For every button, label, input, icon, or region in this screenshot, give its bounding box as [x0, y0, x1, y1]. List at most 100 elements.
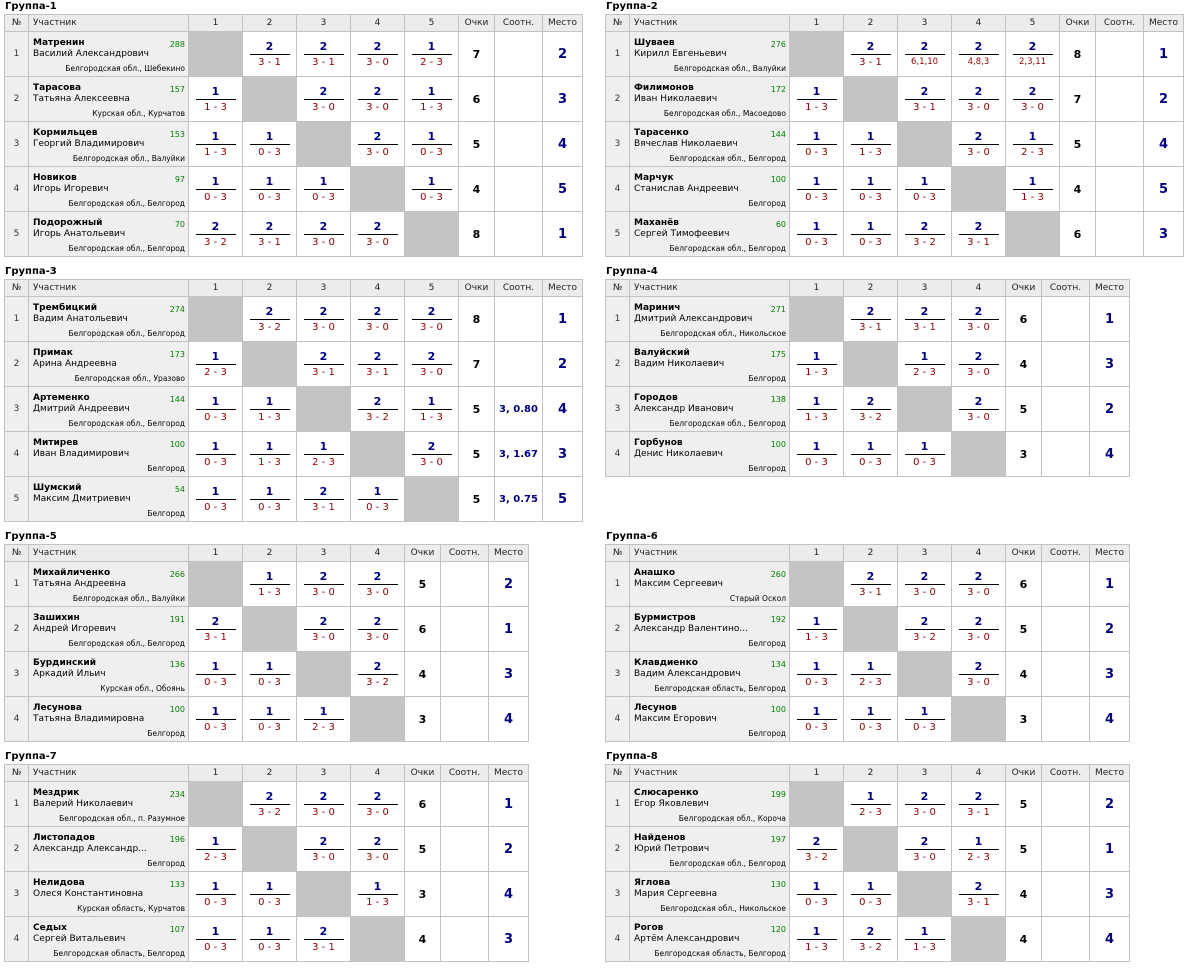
match-result-cell[interactable]: 1 0 - 3: [242, 121, 297, 167]
match-result-cell[interactable]: 1 2 - 3: [404, 31, 459, 77]
match-result-cell[interactable]: 2 3 - 0: [350, 606, 405, 652]
match-result-cell[interactable]: 2 3 - 1: [897, 76, 952, 122]
participant-cell[interactable]: Городов Александр Иванович 138 Белгородская…: [629, 386, 790, 432]
match-result-cell[interactable]: 2 3 - 0: [350, 561, 405, 607]
match-result-cell[interactable]: 1 0 - 3: [188, 431, 243, 477]
participant-cell[interactable]: Лесунов Максим Егорович 100 Белгород: [629, 696, 790, 742]
participant-cell[interactable]: Мездрик Валерий Николаевич 234 Белгородская…: [28, 781, 189, 827]
match-result-cell[interactable]: 1 0 - 3: [843, 211, 898, 257]
player-surname[interactable]: Бурдинский: [33, 657, 97, 668]
match-result-cell[interactable]: 1 1 - 3: [188, 121, 243, 167]
player-surname[interactable]: Филимонов: [634, 82, 694, 93]
participant-cell[interactable]: Шумский Максим Дмитриевич 54 Белгород: [28, 476, 189, 522]
match-result-cell[interactable]: 1 0 - 3: [789, 871, 844, 917]
match-result-cell[interactable]: 1 0 - 3: [897, 431, 952, 477]
match-result-cell[interactable]: 2 3 - 0: [350, 76, 405, 122]
player-surname[interactable]: Бурмистров: [634, 612, 696, 623]
match-result-cell[interactable]: 2 3 - 2: [843, 386, 898, 432]
player-surname[interactable]: Маринич: [634, 302, 681, 313]
player-surname[interactable]: Рогов: [634, 922, 664, 933]
participant-cell[interactable]: Примак Арина Андреевна 173 Белгородская обл…: [28, 341, 189, 387]
match-result-cell[interactable]: 1 0 - 3: [843, 696, 898, 742]
match-result-cell[interactable]: 1 1 - 3: [242, 386, 297, 432]
participant-cell[interactable]: Лесунова Татьяна Владимировна 100 Белгород: [28, 696, 189, 742]
participant-cell[interactable]: Бурдинский Аркадий Ильич 136 Курская обл., …: [28, 651, 189, 697]
player-surname[interactable]: Кормильцев: [33, 127, 98, 138]
participant-cell[interactable]: Нелидова Олеся Константиновна 133 Курская о…: [28, 871, 189, 917]
match-result-cell[interactable]: 2 3 - 0: [296, 826, 351, 872]
match-result-cell[interactable]: 1 1 - 3: [789, 341, 844, 387]
match-result-cell[interactable]: 1 1 - 3: [404, 76, 459, 122]
player-surname[interactable]: Зашихин: [33, 612, 80, 623]
player-surname[interactable]: Матренин: [33, 37, 85, 48]
participant-cell[interactable]: Валуйский Вадим Николаевич 175 Белгород: [629, 341, 790, 387]
match-result-cell[interactable]: 1 0 - 3: [789, 121, 844, 167]
match-result-cell[interactable]: 2 3 - 0: [897, 561, 952, 607]
match-result-cell[interactable]: 2 3 - 0: [296, 606, 351, 652]
match-result-cell[interactable]: 2 3 - 2: [897, 211, 952, 257]
match-result-cell[interactable]: 2 3 - 0: [951, 386, 1006, 432]
match-result-cell[interactable]: 2 3 - 0: [404, 431, 459, 477]
player-surname[interactable]: Яглова: [634, 877, 671, 888]
participant-cell[interactable]: Слюсаренко Егор Яковлевич 199 Белгородская …: [629, 781, 790, 827]
player-surname[interactable]: Горбунов: [634, 437, 683, 448]
player-surname[interactable]: Мездрик: [33, 787, 80, 798]
match-result-cell[interactable]: 2 3 - 1: [242, 211, 297, 257]
match-result-cell[interactable]: 2 3 - 1: [296, 341, 351, 387]
match-result-cell[interactable]: 1 0 - 3: [789, 211, 844, 257]
player-surname[interactable]: Тарасенко: [634, 127, 689, 138]
match-result-cell[interactable]: 2 3 - 1: [242, 31, 297, 77]
player-surname[interactable]: Михайличенко: [33, 567, 111, 578]
match-result-cell[interactable]: 1 0 - 3: [404, 121, 459, 167]
match-result-cell[interactable]: 1 2 - 3: [951, 826, 1006, 872]
match-result-cell[interactable]: 1 2 - 3: [188, 341, 243, 387]
participant-cell[interactable]: Филимонов Иван Николаевич 172 Белгородская …: [629, 76, 790, 122]
match-result-cell[interactable]: 1 0 - 3: [188, 696, 243, 742]
match-result-cell[interactable]: 1 0 - 3: [188, 651, 243, 697]
match-result-cell[interactable]: 2 3 - 2: [897, 606, 952, 652]
match-result-cell[interactable]: 1 1 - 3: [404, 386, 459, 432]
match-result-cell[interactable]: 2 3 - 0: [296, 296, 351, 342]
participant-cell[interactable]: Анашко Максим Сергеевич 260 Старый Оскол: [629, 561, 790, 607]
match-result-cell[interactable]: 1 2 - 3: [1005, 121, 1060, 167]
match-result-cell[interactable]: 2 3 - 1: [350, 341, 405, 387]
player-surname[interactable]: Маханёв: [634, 217, 679, 228]
player-surname[interactable]: Шуваев: [634, 37, 675, 48]
match-result-cell[interactable]: 1 1 - 3: [242, 431, 297, 477]
match-result-cell[interactable]: 2 3 - 0: [951, 121, 1006, 167]
match-result-cell[interactable]: 2 3 - 0: [296, 781, 351, 827]
match-result-cell[interactable]: 1 0 - 3: [843, 431, 898, 477]
match-result-cell[interactable]: 2 3 - 1: [951, 211, 1006, 257]
match-result-cell[interactable]: 1 2 - 3: [188, 826, 243, 872]
participant-cell[interactable]: Маханёв Сергей Тимофеевич 60 Белгородская о…: [629, 211, 790, 257]
player-surname[interactable]: Митирев: [33, 437, 79, 448]
player-surname[interactable]: Лесунов: [634, 702, 677, 713]
player-surname[interactable]: Найденов: [634, 832, 686, 843]
match-result-cell[interactable]: 2 3 - 0: [951, 76, 1006, 122]
match-result-cell[interactable]: 1 1 - 3: [1005, 166, 1060, 212]
match-result-cell[interactable]: 2 4,8,3: [951, 31, 1006, 77]
player-surname[interactable]: Марчук: [634, 172, 674, 183]
match-result-cell[interactable]: 1 0 - 3: [242, 651, 297, 697]
match-result-cell[interactable]: 2 3 - 1: [296, 31, 351, 77]
match-result-cell[interactable]: 1 2 - 3: [897, 341, 952, 387]
participant-cell[interactable]: Листопадов Александр Александр... 196 Белго…: [28, 826, 189, 872]
match-result-cell[interactable]: 2 3 - 1: [296, 476, 351, 522]
match-result-cell[interactable]: 2 3 - 0: [1005, 76, 1060, 122]
match-result-cell[interactable]: 2 3 - 0: [296, 211, 351, 257]
match-result-cell[interactable]: 1 0 - 3: [242, 916, 297, 962]
match-result-cell[interactable]: 1 1 - 3: [843, 121, 898, 167]
match-result-cell[interactable]: 1 2 - 3: [843, 651, 898, 697]
match-result-cell[interactable]: 1 0 - 3: [242, 476, 297, 522]
match-result-cell[interactable]: 2 3 - 0: [296, 76, 351, 122]
match-result-cell[interactable]: 2 3 - 1: [843, 561, 898, 607]
match-result-cell[interactable]: 2 3 - 0: [951, 651, 1006, 697]
match-result-cell[interactable]: 2 3 - 1: [296, 916, 351, 962]
match-result-cell[interactable]: 1 1 - 3: [350, 871, 405, 917]
player-surname[interactable]: Тарасова: [33, 82, 82, 93]
player-surname[interactable]: Клавдиенко: [634, 657, 698, 668]
match-result-cell[interactable]: 2 3 - 1: [951, 781, 1006, 827]
match-result-cell[interactable]: 2 3 - 2: [350, 651, 405, 697]
match-result-cell[interactable]: 1 0 - 3: [789, 651, 844, 697]
match-result-cell[interactable]: 1 0 - 3: [242, 166, 297, 212]
